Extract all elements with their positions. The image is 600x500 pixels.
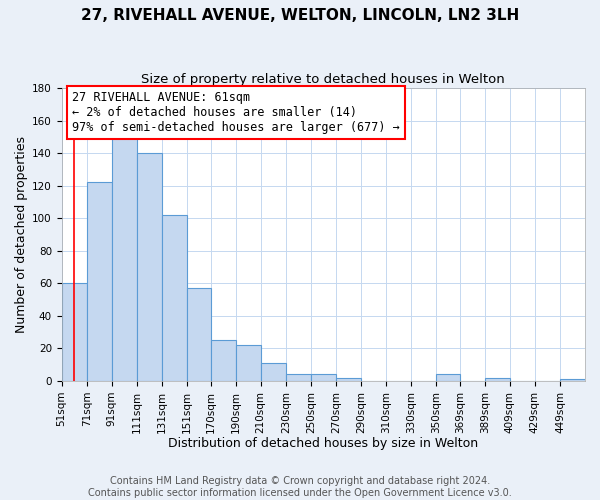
Bar: [261, 363, 286, 381]
Bar: [137, 153, 162, 381]
Y-axis label: Number of detached properties: Number of detached properties: [15, 136, 28, 333]
Bar: [236, 345, 261, 381]
Bar: [485, 378, 510, 381]
Text: Contains HM Land Registry data © Crown copyright and database right 2024.
Contai: Contains HM Land Registry data © Crown c…: [88, 476, 512, 498]
Bar: [311, 374, 336, 381]
Bar: [336, 378, 361, 381]
Bar: [62, 284, 86, 381]
Bar: [162, 215, 187, 381]
Bar: [86, 182, 112, 381]
Bar: [211, 340, 236, 381]
Bar: [187, 288, 211, 381]
Text: 27, RIVEHALL AVENUE, WELTON, LINCOLN, LN2 3LH: 27, RIVEHALL AVENUE, WELTON, LINCOLN, LN…: [81, 8, 519, 22]
Bar: [112, 135, 137, 381]
Bar: [560, 380, 585, 381]
Title: Size of property relative to detached houses in Welton: Size of property relative to detached ho…: [142, 72, 505, 86]
Bar: [286, 374, 311, 381]
X-axis label: Distribution of detached houses by size in Welton: Distribution of detached houses by size …: [168, 437, 478, 450]
Bar: [436, 374, 460, 381]
Text: 27 RIVEHALL AVENUE: 61sqm
← 2% of detached houses are smaller (14)
97% of semi-d: 27 RIVEHALL AVENUE: 61sqm ← 2% of detach…: [72, 91, 400, 134]
